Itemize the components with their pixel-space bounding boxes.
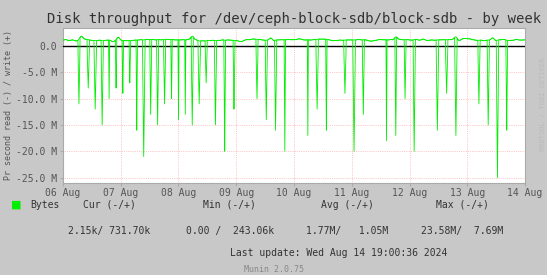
Text: ■: ■ xyxy=(11,200,21,210)
Text: RRDTOOL / TOBI OETIKER: RRDTOOL / TOBI OETIKER xyxy=(540,58,546,151)
Text: 1.77M/   1.05M: 1.77M/ 1.05M xyxy=(306,226,388,236)
Text: Min (-/+): Min (-/+) xyxy=(203,200,256,210)
Text: Avg (-/+): Avg (-/+) xyxy=(321,200,374,210)
Text: 2.15k/ 731.70k: 2.15k/ 731.70k xyxy=(68,226,150,236)
Y-axis label: Pr second read (-) / write (+): Pr second read (-) / write (+) xyxy=(4,30,14,180)
Text: Max (-/+): Max (-/+) xyxy=(436,200,488,210)
Text: Munin 2.0.75: Munin 2.0.75 xyxy=(243,265,304,274)
Text: Cur (-/+): Cur (-/+) xyxy=(83,200,136,210)
Text: Last update: Wed Aug 14 19:00:36 2024: Last update: Wed Aug 14 19:00:36 2024 xyxy=(230,248,448,258)
Text: Bytes: Bytes xyxy=(30,200,60,210)
Text: 23.58M/  7.69M: 23.58M/ 7.69M xyxy=(421,226,503,236)
Title: Disk throughput for /dev/ceph-block-sdb/block-sdb - by week: Disk throughput for /dev/ceph-block-sdb/… xyxy=(47,12,541,26)
Text: 0.00 /  243.06k: 0.00 / 243.06k xyxy=(185,226,274,236)
